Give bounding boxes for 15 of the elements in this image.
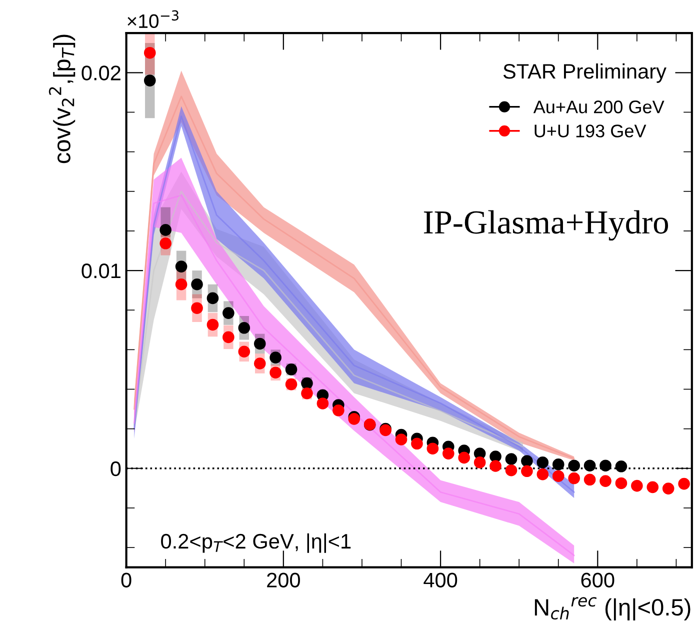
annotation: STAR Preliminary	[503, 63, 666, 83]
text: ×10$^{−3}$	[128, 10, 178, 28]
x-tick-label: 200	[267, 572, 300, 588]
y-tick-label: 0	[110, 461, 121, 476]
y-tick-label: 0.01	[82, 264, 120, 278]
x-axis-title: N$_{ch}$$^{rec}$ (|η|<0.5)	[534, 597, 690, 620]
legend-label: U+U 193 GeV	[534, 124, 646, 138]
legend-label: Au+Au 200 GeV	[533, 100, 664, 114]
annotation: 0.2<p$_{T}$<2 GeV, |η|<1	[161, 533, 351, 553]
y-tick-label: 0.02	[82, 66, 120, 80]
x-tick-label: 0	[121, 572, 132, 588]
x-tick-label: 600	[581, 572, 614, 588]
y-axis-title: cov(v$_{2}$$^{2}$,[p$_{T}$])	[48, 34, 76, 164]
annotation: IP-Glasma+Hydro	[424, 210, 668, 241]
x-tick-label: 400	[424, 572, 458, 588]
